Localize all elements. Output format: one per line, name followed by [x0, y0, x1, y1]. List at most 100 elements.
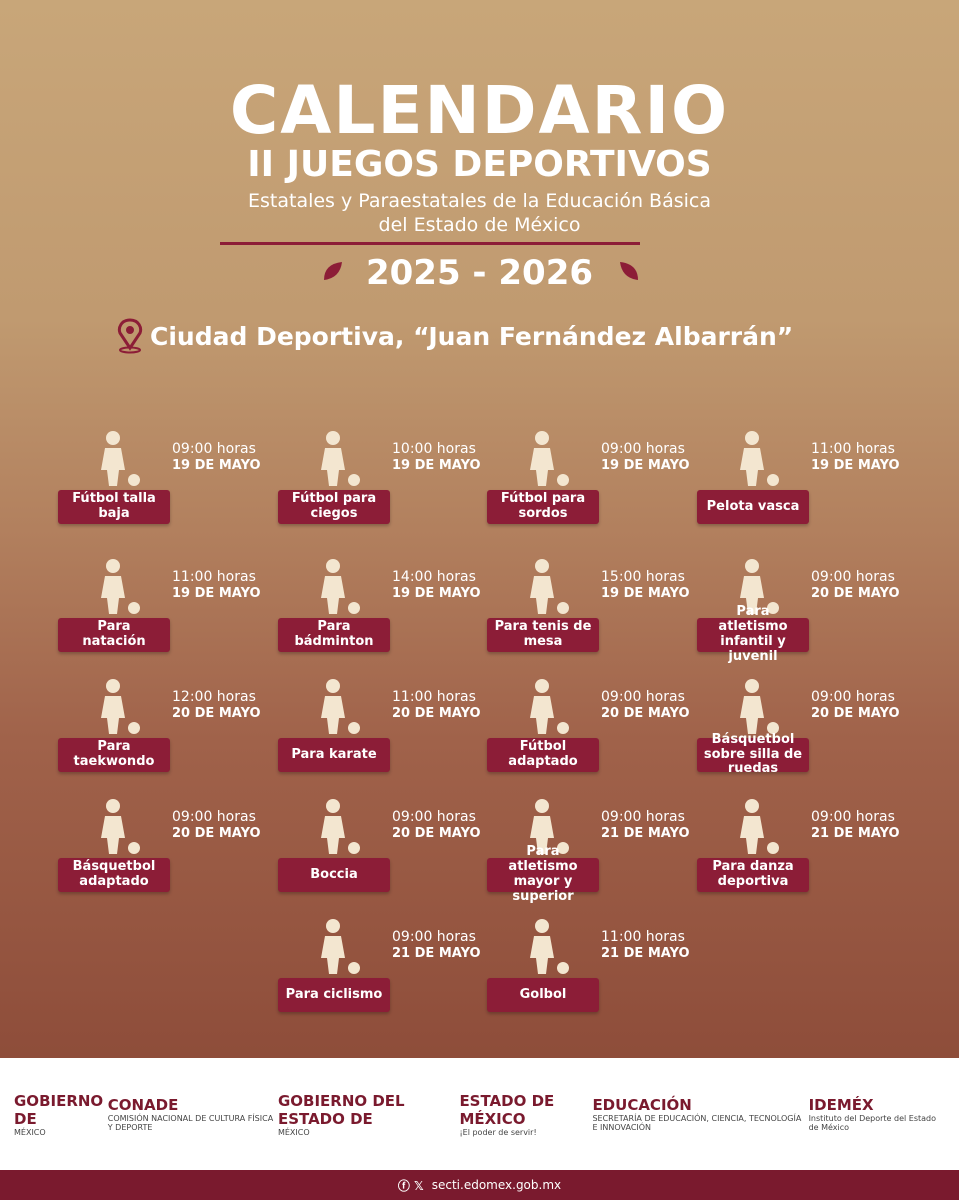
event-name: Fútbol adaptado [487, 738, 599, 772]
event-date: 21 DE MAYO [601, 826, 690, 841]
pictogram [740, 799, 779, 854]
event-name: Para karate [278, 738, 390, 772]
event-date: 19 DE MAYO [601, 458, 690, 473]
event-time: 09:00 horas [601, 689, 685, 705]
sport-icon [717, 428, 787, 488]
event-name: Pelota vasca [697, 490, 809, 524]
event-time: 09:00 horas [601, 441, 685, 457]
pictogram [530, 559, 569, 614]
sport-icon [298, 796, 368, 856]
event-date: 19 DE MAYO [172, 586, 261, 601]
title: CALENDARIO [229, 72, 730, 149]
event-date: 21 DE MAYO [392, 946, 481, 961]
divider [220, 242, 640, 245]
location-icon [117, 318, 143, 354]
event-date: 20 DE MAYO [601, 706, 690, 721]
sport-icon [717, 676, 787, 736]
description: Estatales y Paraestatales de la Educació… [248, 190, 711, 212]
sport-icon [78, 428, 148, 488]
event-date: 19 DE MAYO [601, 586, 690, 601]
event-date: 19 DE MAYO [172, 458, 261, 473]
event-date: 19 DE MAYO [811, 458, 900, 473]
logo-sub: Instituto del Deporte del Estado de Méxi… [808, 1114, 937, 1132]
pictogram [321, 431, 360, 486]
event-date: 21 DE MAYO [811, 826, 900, 841]
logo-main: IDEMÉX [808, 1096, 874, 1114]
logo: GOBIERNO DE MÉXICO [14, 1092, 108, 1137]
sport-icon [507, 916, 577, 976]
sport-icon [717, 556, 787, 616]
logo-main: ESTADO DE MÉXICO [459, 1091, 555, 1128]
event-name: Para tenis de mesa [487, 618, 599, 652]
event-date: 20 DE MAYO [172, 826, 261, 841]
event-time: 09:00 horas [392, 809, 476, 825]
logo: EDUCACIÓN SECRETARÍA DE EDUCACIÓN, CIENCI… [592, 1096, 808, 1132]
sport-icon [298, 916, 368, 976]
pictogram [740, 431, 779, 486]
event-name: Para atletismo mayor y superior [487, 844, 599, 904]
event-name: Golbol [487, 978, 599, 1012]
logo-main: CONADE [107, 1096, 179, 1114]
pictogram [101, 799, 140, 854]
event-time: 10:00 horas [392, 441, 476, 457]
event-name: Básquetbol adaptado [58, 858, 170, 892]
sport-icon [298, 676, 368, 736]
event-name: Fútbol talla baja [58, 490, 170, 524]
event-name: Para ciclismo [278, 978, 390, 1012]
sport-icon [78, 796, 148, 856]
sport-icon [298, 428, 368, 488]
logo: IDEMÉX Instituto del Deporte del Estado d… [809, 1096, 945, 1132]
pictogram [530, 919, 569, 974]
leaf-icon [620, 262, 638, 280]
event-date: 19 DE MAYO [392, 586, 481, 601]
event-date: 20 DE MAYO [811, 586, 900, 601]
subtitle: II JUEGOS DEPORTIVOS [247, 144, 712, 185]
pictogram [530, 799, 569, 854]
logo-main: GOBIERNO DE [14, 1091, 104, 1128]
social-icons: ⓕ 𝕏 [397, 1178, 424, 1193]
event-name: Para danza deportiva [697, 858, 809, 892]
logo-main: GOBIERNO DEL ESTADO DE [277, 1091, 405, 1128]
logo-sub: SECRETARÍA DE EDUCACIÓN, CIENCIA, TECNOL… [592, 1114, 802, 1132]
event-date: 20 DE MAYO [811, 706, 900, 721]
logo-sub: ¡El poder de servir! [459, 1127, 537, 1137]
event-name: Para natación [58, 618, 170, 652]
event-time: 11:00 horas [811, 441, 895, 457]
event-name: Fútbol para ciegos [278, 490, 390, 524]
sport-icon [507, 556, 577, 616]
event-time: 11:00 horas [392, 689, 476, 705]
event-name: Para atletismo infantil y juvenil [697, 604, 809, 664]
sport-icon [717, 796, 787, 856]
season: 2025 - 2026 [365, 253, 594, 293]
event-name: Básquetbol sobre silla de ruedas [697, 732, 809, 776]
website: secti.edomex.gob.mx [431, 1178, 562, 1192]
event-time: 11:00 horas [172, 569, 256, 585]
logo: GOBIERNO DEL ESTADO DE MÉXICO [278, 1092, 459, 1137]
event-date: 19 DE MAYO [392, 458, 481, 473]
footer-bar: ⓕ 𝕏 secti.edomex.gob.mx [0, 1170, 959, 1200]
pictogram [321, 679, 360, 734]
logo-main: EDUCACIÓN [592, 1096, 692, 1114]
event-name: Para taekwondo [58, 738, 170, 772]
sport-icon [507, 676, 577, 736]
sport-icon [507, 796, 577, 856]
logo: ESTADO DE MÉXICO ¡El poder de servir! [459, 1092, 592, 1137]
event-time: 11:00 horas [601, 929, 685, 945]
event-name: Boccia [278, 858, 390, 892]
sport-icon [78, 676, 148, 736]
sport-icon [507, 428, 577, 488]
logo-sub: COMISIÓN NACIONAL DE CULTURA FÍSICA Y DE… [107, 1114, 274, 1132]
leaf-icon [324, 262, 342, 280]
logo-sub: MÉXICO [277, 1127, 310, 1137]
event-date: 20 DE MAYO [172, 706, 261, 721]
pictogram [101, 679, 140, 734]
event-time: 09:00 horas [811, 569, 895, 585]
event-time: 12:00 horas [172, 689, 256, 705]
sport-icon [298, 556, 368, 616]
logo: CONADE COMISIÓN NACIONAL DE CULTURA FÍSIC… [108, 1096, 278, 1132]
footer-logos: GOBIERNO DE MÉXICO CONADE COMISIÓN NACIONAL… [0, 1058, 959, 1170]
event-name: Fútbol para sordos [487, 490, 599, 524]
event-time: 14:00 horas [392, 569, 476, 585]
